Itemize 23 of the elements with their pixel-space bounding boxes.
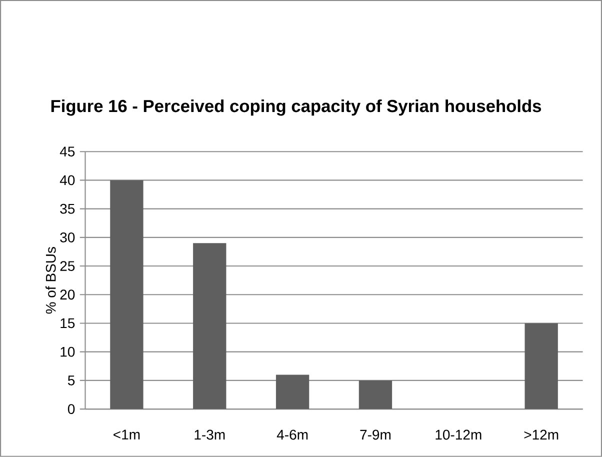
y-tick-label: 5 xyxy=(68,376,75,386)
y-tick-label: 0 xyxy=(68,404,75,414)
x-tick-label: 10-12m xyxy=(436,430,482,440)
bar xyxy=(193,243,226,410)
y-tick-label: 25 xyxy=(60,261,75,272)
y-axis-title: % of BSUs xyxy=(46,247,56,314)
bar xyxy=(110,180,144,410)
bar xyxy=(276,374,310,410)
y-tick-label: 30 xyxy=(60,232,75,242)
bar xyxy=(524,323,558,410)
x-tick-label: 1-3m xyxy=(194,430,225,440)
x-tick-label: >12m xyxy=(524,430,558,440)
chart-title: Figure 16 - Perceived coping capacity of Syrian households xyxy=(51,99,542,116)
y-tick-label: 15 xyxy=(60,318,75,328)
y-tick-label: 40 xyxy=(60,175,75,186)
x-tick-label: <1m xyxy=(114,430,140,440)
y-tick-label: 45 xyxy=(60,146,75,157)
y-tick-label: 35 xyxy=(60,204,75,214)
x-tick-label: 4-6m xyxy=(276,430,308,440)
bar xyxy=(358,380,392,410)
x-tick-label: 7-9m xyxy=(360,430,390,440)
y-tick-label: 20 xyxy=(60,290,75,300)
y-tick-label: 10 xyxy=(60,346,75,357)
